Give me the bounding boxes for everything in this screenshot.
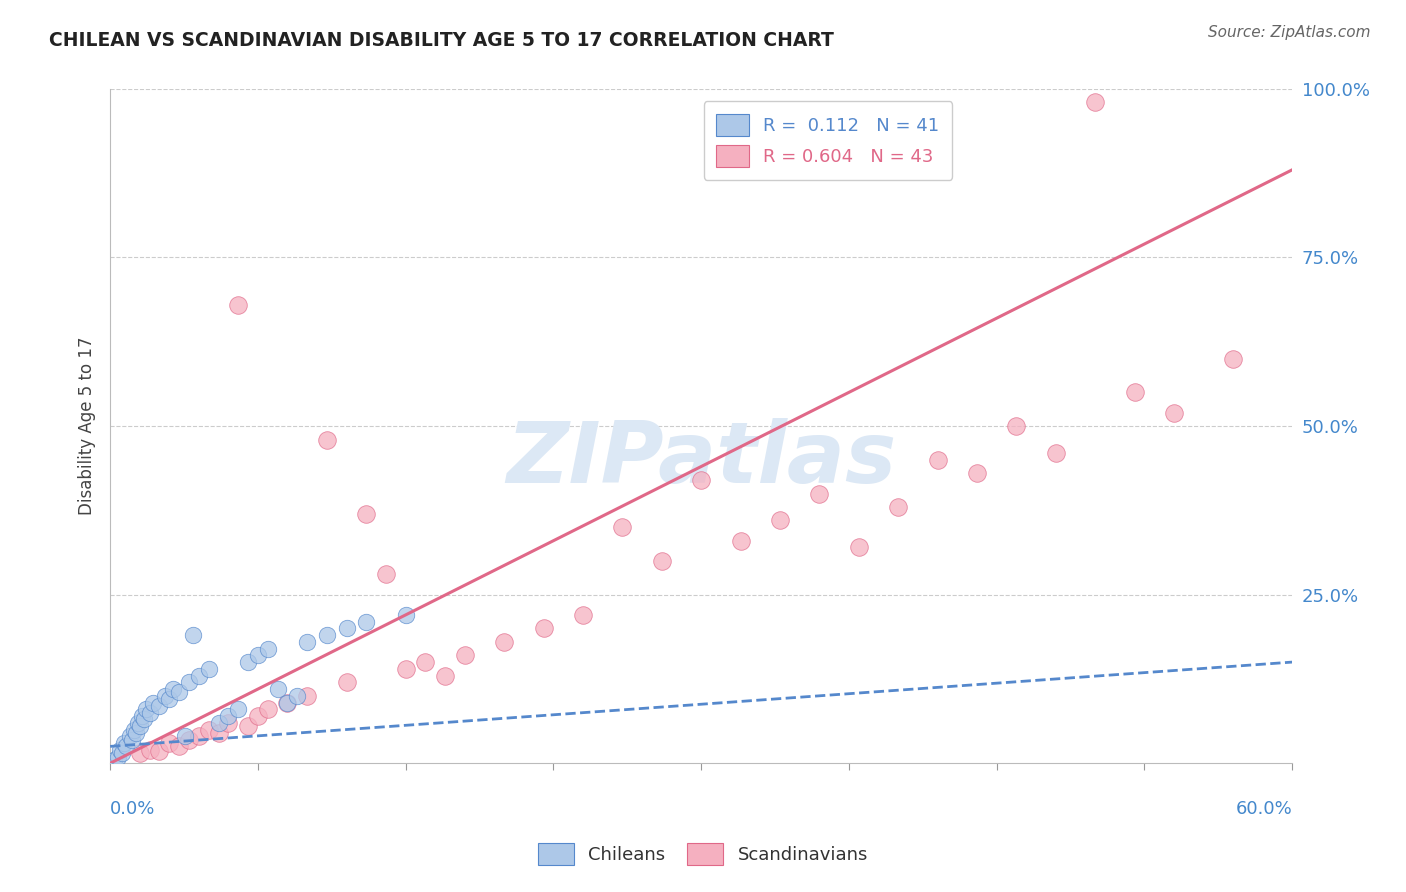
Point [127, 715, 149, 730]
Point [157, 736, 180, 750]
Point [135, 702, 157, 716]
Point [1163, 406, 1185, 420]
Point [612, 520, 634, 534]
Point [142, 696, 165, 710]
Point [131, 709, 153, 723]
Point [266, 681, 288, 696]
Point [187, 729, 209, 743]
Point [167, 685, 190, 699]
Point [197, 662, 219, 676]
Point [138, 706, 160, 720]
Point [395, 607, 418, 622]
Point [132, 713, 155, 727]
Point [335, 621, 357, 635]
Point [256, 702, 278, 716]
Point [177, 732, 200, 747]
Point [111, 746, 134, 760]
Point [295, 689, 318, 703]
Point [434, 668, 457, 682]
Text: Source: ZipAtlas.com: Source: ZipAtlas.com [1208, 25, 1371, 40]
Point [285, 689, 308, 703]
Point [107, 749, 129, 764]
Point [121, 732, 143, 747]
Point [276, 696, 298, 710]
Point [148, 698, 170, 713]
Point [256, 641, 278, 656]
Point [207, 715, 229, 730]
Point [572, 607, 595, 622]
Point [454, 648, 477, 663]
Point [1222, 351, 1244, 366]
Point [103, 753, 125, 767]
Point [494, 635, 516, 649]
Point [808, 486, 831, 500]
Point [769, 513, 792, 527]
Legend: Chileans, Scandinavians: Chileans, Scandinavians [530, 836, 876, 872]
Point [177, 675, 200, 690]
Point [108, 743, 131, 757]
Point [315, 628, 337, 642]
Point [356, 615, 378, 629]
Point [148, 744, 170, 758]
Text: CHILEAN VS SCANDINAVIAN DISABILITY AGE 5 TO 17 CORRELATION CHART: CHILEAN VS SCANDINAVIAN DISABILITY AGE 5… [49, 31, 834, 50]
Point [197, 723, 219, 737]
Point [848, 541, 870, 555]
Point [115, 739, 138, 754]
Point [1084, 95, 1107, 110]
Legend: R =  0.112   N = 41, R = 0.604   N = 43: R = 0.112 N = 41, R = 0.604 N = 43 [704, 102, 952, 179]
Point [246, 709, 269, 723]
Point [217, 709, 239, 723]
Point [236, 655, 259, 669]
Point [335, 675, 357, 690]
Point [125, 726, 148, 740]
Point [174, 729, 197, 743]
Point [415, 655, 437, 669]
Point [1005, 419, 1028, 434]
Point [966, 467, 988, 481]
Point [356, 507, 378, 521]
Point [887, 500, 910, 514]
Point [207, 726, 229, 740]
Point [533, 621, 555, 635]
Point [155, 689, 177, 703]
Point [1045, 446, 1067, 460]
Point [226, 702, 249, 716]
Point [217, 715, 239, 730]
Point [927, 452, 949, 467]
Point [1123, 385, 1146, 400]
Point [246, 648, 269, 663]
Point [730, 533, 752, 548]
Text: ZIPatlas: ZIPatlas [506, 418, 896, 501]
Point [138, 743, 160, 757]
Point [167, 739, 190, 754]
Point [118, 729, 141, 743]
Point [651, 554, 673, 568]
Point [395, 662, 418, 676]
Point [276, 696, 298, 710]
Point [226, 298, 249, 312]
Point [690, 473, 713, 487]
Y-axis label: Disability Age 5 to 17: Disability Age 5 to 17 [79, 337, 96, 516]
Text: 60.0%: 60.0% [1236, 800, 1292, 818]
Point [128, 719, 150, 733]
Text: 0.0%: 0.0% [110, 800, 156, 818]
Point [315, 433, 337, 447]
Point [181, 628, 204, 642]
Point [122, 723, 145, 737]
Point [375, 567, 398, 582]
Point [112, 736, 135, 750]
Point [295, 635, 318, 649]
Point [162, 681, 184, 696]
Point [157, 692, 180, 706]
Point [236, 719, 259, 733]
Point [187, 668, 209, 682]
Point [128, 746, 150, 760]
